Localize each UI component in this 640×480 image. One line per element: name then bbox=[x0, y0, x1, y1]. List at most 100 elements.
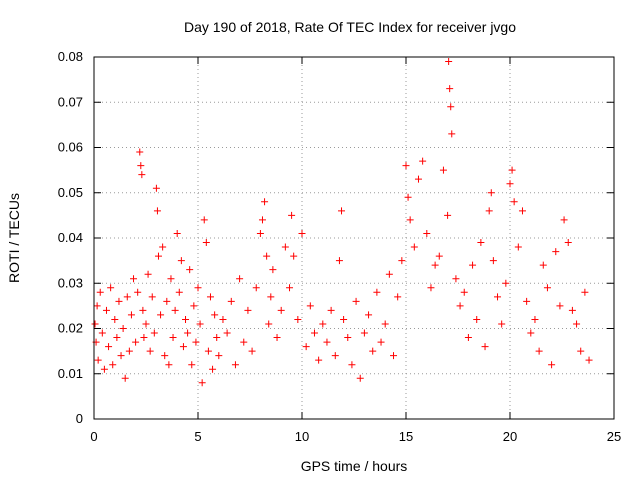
data-point bbox=[365, 311, 373, 319]
data-point bbox=[194, 284, 202, 292]
data-point bbox=[157, 311, 165, 319]
data-point bbox=[134, 288, 142, 296]
data-point bbox=[381, 320, 389, 328]
data-point bbox=[489, 257, 497, 265]
data-point bbox=[456, 302, 464, 310]
data-point bbox=[444, 211, 452, 219]
data-point bbox=[93, 302, 101, 310]
data-point bbox=[286, 284, 294, 292]
data-point bbox=[256, 229, 264, 237]
data-point bbox=[560, 216, 568, 224]
y-tick-label: 0.01 bbox=[58, 366, 83, 381]
data-point bbox=[539, 261, 547, 269]
data-point bbox=[564, 239, 572, 247]
x-axis-title: GPS time / hours bbox=[301, 458, 408, 474]
data-point bbox=[340, 315, 348, 323]
data-point bbox=[385, 270, 393, 278]
data-point bbox=[165, 361, 173, 369]
data-point bbox=[360, 329, 368, 337]
data-point bbox=[252, 284, 260, 292]
data-point bbox=[102, 306, 110, 314]
data-point bbox=[173, 229, 181, 237]
data-points bbox=[91, 58, 593, 387]
data-point bbox=[487, 189, 495, 197]
data-point bbox=[460, 288, 468, 296]
data-point bbox=[508, 166, 516, 174]
data-point bbox=[150, 329, 158, 337]
data-point bbox=[290, 252, 298, 260]
data-point bbox=[127, 311, 135, 319]
data-point bbox=[98, 329, 106, 337]
data-point bbox=[294, 315, 302, 323]
x-tick-label: 0 bbox=[90, 429, 97, 444]
data-point bbox=[404, 193, 412, 201]
data-point bbox=[109, 361, 117, 369]
data-point bbox=[406, 216, 414, 224]
data-point bbox=[132, 338, 140, 346]
data-point bbox=[431, 261, 439, 269]
y-tick-label: 0.07 bbox=[58, 94, 83, 109]
data-point bbox=[390, 352, 398, 360]
data-point bbox=[452, 275, 460, 283]
data-point bbox=[100, 365, 108, 373]
data-point bbox=[140, 334, 148, 342]
data-point bbox=[277, 306, 285, 314]
data-point bbox=[261, 198, 269, 206]
data-point bbox=[446, 85, 454, 93]
data-point bbox=[204, 347, 212, 355]
data-point bbox=[113, 334, 121, 342]
data-point bbox=[419, 157, 427, 165]
data-point bbox=[146, 347, 154, 355]
data-point bbox=[344, 334, 352, 342]
data-point bbox=[535, 347, 543, 355]
data-point bbox=[414, 175, 422, 183]
data-point bbox=[182, 315, 190, 323]
data-point bbox=[510, 198, 518, 206]
data-point bbox=[335, 257, 343, 265]
data-point bbox=[327, 306, 335, 314]
data-point bbox=[258, 216, 266, 224]
data-point bbox=[163, 297, 171, 305]
data-point bbox=[267, 293, 275, 301]
data-point bbox=[137, 162, 145, 170]
data-point bbox=[469, 261, 477, 269]
data-point bbox=[202, 239, 210, 247]
data-point bbox=[206, 293, 214, 301]
data-point bbox=[198, 379, 206, 387]
data-point bbox=[402, 162, 410, 170]
x-tick-label: 5 bbox=[194, 429, 201, 444]
x-tick-label: 20 bbox=[503, 429, 517, 444]
data-point bbox=[506, 180, 514, 188]
y-tick-label: 0.06 bbox=[58, 140, 83, 155]
data-point bbox=[105, 343, 113, 351]
y-tick-label: 0 bbox=[76, 411, 83, 426]
data-point bbox=[373, 288, 381, 296]
data-point bbox=[219, 315, 227, 323]
data-point bbox=[153, 207, 161, 215]
data-point bbox=[306, 302, 314, 310]
data-point bbox=[148, 293, 156, 301]
data-point bbox=[159, 243, 167, 251]
y-axis-title: ROTI / TECUs bbox=[6, 193, 22, 283]
data-point bbox=[464, 334, 472, 342]
y-tick-labels: 0 0.01 0.02 0.03 0.04 0.05 0.06 0.07 0.08 bbox=[58, 49, 83, 426]
x-tick-label: 25 bbox=[607, 429, 621, 444]
data-point bbox=[447, 103, 455, 111]
data-point bbox=[481, 343, 489, 351]
data-point bbox=[585, 356, 593, 364]
data-point bbox=[323, 338, 331, 346]
x-tick-labels: 0 5 10 15 20 25 bbox=[90, 429, 621, 444]
data-point bbox=[142, 320, 150, 328]
x-tick-label: 15 bbox=[399, 429, 413, 444]
chart-title: Day 190 of 2018, Rate Of TEC Index for r… bbox=[184, 19, 516, 35]
y-tick-label: 0.08 bbox=[58, 49, 83, 64]
data-point bbox=[398, 257, 406, 265]
data-point bbox=[356, 374, 364, 382]
data-point bbox=[581, 288, 589, 296]
data-point bbox=[119, 325, 127, 332]
data-point bbox=[448, 130, 456, 138]
data-point bbox=[477, 239, 485, 247]
data-point bbox=[348, 361, 356, 369]
data-point bbox=[338, 207, 346, 215]
